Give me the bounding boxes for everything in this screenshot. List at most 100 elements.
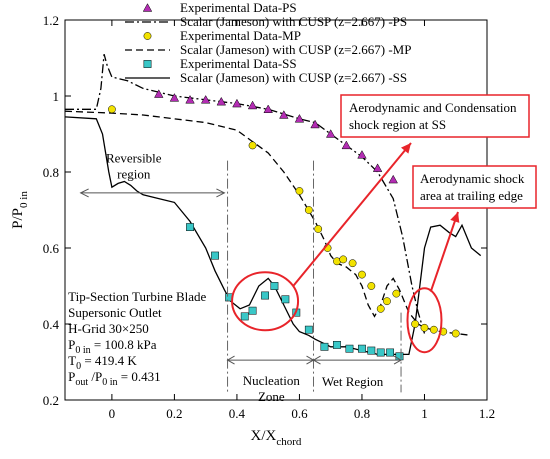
y-axis-label-sub: 0 in [18, 191, 30, 208]
marker-triangle [294, 113, 305, 123]
marker-triangle [341, 140, 352, 150]
marker-circle [358, 270, 366, 279]
marker-circle [420, 323, 429, 332]
marker-triangle [279, 110, 289, 119]
condensation-arrow [292, 142, 412, 287]
marker-square [358, 344, 366, 353]
y-tick-label: 0.8 [43, 165, 59, 180]
x-axis-label-sub: chord [276, 436, 302, 448]
info-line: P0 in = 100.8 kPa [68, 337, 157, 356]
marker-triangle [388, 174, 398, 184]
marker-triangle [216, 96, 227, 106]
marker-square [367, 346, 376, 355]
marker-triangle [185, 94, 195, 104]
legend-label: Scalar (Jameson) with CUSP (z=2.667) -MP [180, 42, 411, 57]
info-line: T0 = 419.4 K [68, 353, 137, 372]
marker-square [333, 340, 341, 349]
marker-circle [451, 329, 460, 338]
legend-label: Experimental Data-SS [180, 56, 297, 71]
marker-triangle [357, 150, 367, 159]
info-line: Tip-Section Turbine Blade [68, 289, 206, 304]
marker-triangle [154, 89, 164, 98]
marker-square [376, 348, 385, 357]
trailing-edge-ellipse [406, 287, 443, 354]
marker-circle [295, 187, 304, 195]
marker-triangle [310, 119, 320, 129]
marker-triangle [247, 100, 258, 110]
plot-frame [64, 19, 488, 401]
x-tick-label: 0.8 [354, 406, 370, 421]
marker-circle [248, 141, 257, 150]
marker-circle [348, 259, 357, 268]
legend-label: Experimental Data-MP [180, 28, 301, 43]
marker-circle [383, 297, 391, 306]
trailing-edge-arrow [429, 211, 459, 293]
marker-circle [107, 105, 116, 114]
marker-circle [143, 32, 152, 40]
marker-square [261, 291, 269, 300]
info-line: Supersonic Outlet [68, 305, 162, 320]
arrowhead [226, 355, 235, 365]
marker-square [240, 312, 249, 321]
marker-triangle [325, 129, 336, 138]
red-arrowhead [450, 212, 460, 223]
axes: 0 0.2 0.4 0.6 0.8 1 1.2 0.2 0.4 0.6 0.8 1 1.2 X/Xchor… [10, 13, 495, 448]
arrowhead [312, 355, 321, 365]
trailing-edge-box [412, 165, 537, 209]
marker-square [143, 60, 152, 68]
marker-circle [376, 304, 385, 313]
x-tick-label: 0.6 [291, 406, 308, 421]
marker-square [270, 282, 279, 290]
marker-circle [304, 206, 313, 214]
x-tick-label: 1.2 [479, 406, 495, 421]
trailing-edge-box-text: Aerodynamic shock [420, 171, 525, 186]
y-axis-label: P/P0 in [10, 191, 30, 229]
reversible-label: region [117, 167, 151, 182]
trailing-edge-box-text: area at trailing edge [420, 188, 523, 203]
y-tick-label: 0.2 [43, 393, 59, 408]
marker-circle [367, 282, 376, 290]
y-tick-label: 1.2 [43, 13, 59, 28]
legend-label: Scalar (Jameson) with CUSP (z=2.667) -SS [180, 70, 407, 85]
wet-label: Wet Region [322, 374, 384, 389]
marker-square [304, 325, 313, 334]
marker-circle [411, 320, 420, 328]
red-arrowhead [401, 143, 411, 154]
arrowhead [216, 188, 226, 198]
condensation-box-text: Aerodynamic and Condensation [349, 100, 517, 115]
info-line: H-Grid 30×250 [68, 321, 149, 336]
marker-circle [429, 325, 438, 334]
y-tick-label: 0.4 [43, 317, 60, 332]
y-tick-label: 0.6 [43, 241, 60, 256]
condensation-box-text: shock region at SS [349, 117, 446, 132]
marker-square [211, 251, 219, 260]
marker-triangle [200, 94, 211, 104]
x-tick-label: 0.4 [229, 406, 246, 421]
marker-square [386, 348, 395, 357]
marker-triangle [232, 98, 242, 108]
reversible-label: Reversible [106, 151, 162, 166]
x-tick-label: 1 [421, 406, 428, 421]
x-tick-label: 0 [109, 406, 116, 421]
info-line: Pout /P0 in = 0.431 [68, 369, 160, 388]
marker-square [248, 306, 257, 315]
shock-ellipse [231, 271, 300, 332]
x-axis-label: X/Xchord [251, 428, 302, 448]
marker-triangle [372, 163, 383, 172]
legend-label: Scalar (Jameson) with CUSP (z=2.667) -PS [180, 14, 407, 29]
marker-square [186, 223, 194, 232]
arrowhead [79, 188, 89, 198]
nucleation-label: Zone [258, 389, 285, 404]
marker-square [281, 295, 290, 304]
x-axis-label-main: X/X [251, 428, 277, 444]
marker-square [345, 344, 354, 353]
marker-square [320, 342, 329, 351]
x-tick-label: 0.2 [166, 406, 182, 421]
marker-circle [339, 255, 348, 264]
series-line [64, 110, 472, 337]
legend-label: Experimental Data-PS [180, 0, 297, 15]
nucleation-label: Nucleation [243, 373, 301, 388]
y-tick-label: 1 [53, 89, 60, 104]
